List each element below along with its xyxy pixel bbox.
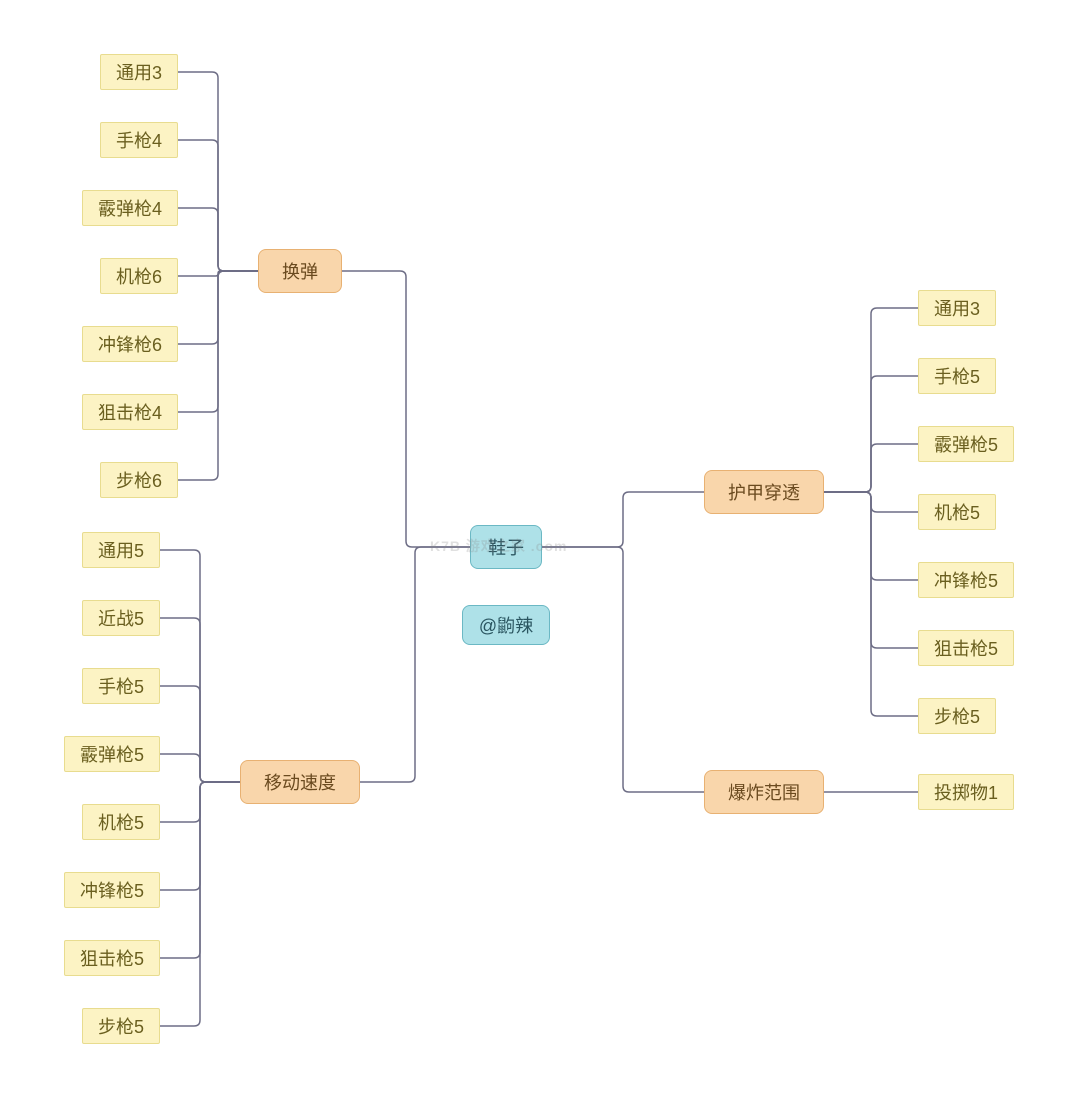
right-cat-0-leaf-2: 霰弹枪5 [918,426,1014,462]
right-cat-0-leaf-1: 手枪5 [918,358,996,394]
right-cat-0: 护甲穿透 [704,470,824,514]
right-cat-0-leaf-5: 狙击枪5 [918,630,1014,666]
left-cat-1-leaf-0: 通用5 [82,532,160,568]
right-cat-0-leaf-6: 步枪5 [918,698,996,734]
left-cat-0-leaf-3: 机枪6 [100,258,178,294]
right-cat-0-leaf-3: 机枪5 [918,494,996,530]
left-cat-1-leaf-4: 机枪5 [82,804,160,840]
watermark: K7B 游戏之家 .com [430,536,567,556]
left-cat-1-leaf-3: 霰弹枪5 [64,736,160,772]
left-cat-0: 换弹 [258,249,342,293]
right-cat-1-leaf-0: 投掷物1 [918,774,1014,810]
left-cat-0-leaf-1: 手枪4 [100,122,178,158]
left-cat-0-leaf-0: 通用3 [100,54,178,90]
left-cat-1-leaf-1: 近战5 [82,600,160,636]
left-cat-0-leaf-6: 步枪6 [100,462,178,498]
left-cat-0-leaf-5: 狙击枪4 [82,394,178,430]
right-cat-0-leaf-4: 冲锋枪5 [918,562,1014,598]
left-cat-0-leaf-2: 霰弹枪4 [82,190,178,226]
left-cat-1-leaf-2: 手枪5 [82,668,160,704]
left-cat-1-leaf-7: 步枪5 [82,1008,160,1044]
right-cat-0-leaf-0: 通用3 [918,290,996,326]
subtitle-node: @鼩辣 [462,605,550,645]
right-cat-1: 爆炸范围 [704,770,824,814]
left-cat-1-leaf-5: 冲锋枪5 [64,872,160,908]
left-cat-0-leaf-4: 冲锋枪6 [82,326,178,362]
left-cat-1-leaf-6: 狙击枪5 [64,940,160,976]
left-cat-1: 移动速度 [240,760,360,804]
